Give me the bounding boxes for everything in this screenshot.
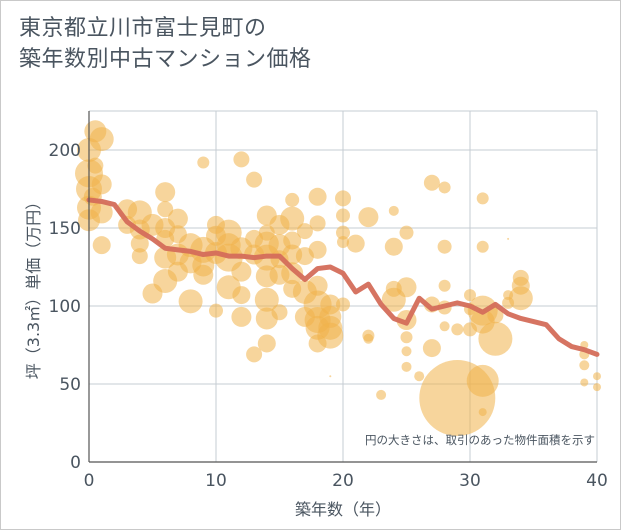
data-bubble	[399, 225, 414, 240]
data-bubble	[593, 372, 601, 381]
data-bubble	[336, 297, 350, 312]
data-bubble	[476, 192, 489, 205]
x-tick-label: 40	[586, 471, 608, 491]
data-bubble	[307, 275, 328, 296]
data-bubble	[167, 208, 188, 229]
data-bubble	[376, 389, 387, 400]
data-bubble	[296, 223, 313, 240]
data-bubble	[209, 303, 223, 318]
data-bubble	[254, 287, 279, 312]
data-bubble	[317, 322, 344, 349]
data-bubble	[89, 127, 114, 152]
data-bubble	[346, 234, 365, 253]
bubble-size-note: 円の大きさは、取引のあった物件面積を示す	[365, 433, 595, 447]
data-bubble	[87, 157, 104, 174]
data-bubble	[308, 240, 327, 259]
data-bubble	[329, 375, 332, 378]
data-bubble	[507, 237, 510, 240]
data-bubble	[231, 306, 252, 327]
data-bubble	[142, 283, 163, 304]
data-bubble	[90, 201, 113, 224]
data-bubble	[439, 321, 450, 332]
data-bubble	[281, 262, 304, 285]
data-bubble	[388, 205, 399, 216]
data-bubble	[246, 171, 263, 188]
data-bubble	[476, 240, 489, 253]
data-bubble	[130, 234, 149, 253]
y-axis-title: 坪（3.3㎡）単価（万円）	[24, 194, 43, 379]
data-bubble	[178, 289, 203, 314]
y-tick-label: 150	[49, 219, 81, 239]
data-bubble	[401, 361, 412, 372]
data-bubble	[438, 181, 451, 194]
data-bubble	[92, 236, 111, 255]
data-bubble	[508, 286, 533, 311]
data-bubble	[337, 236, 349, 249]
data-bubble	[423, 174, 440, 191]
data-bubble	[280, 206, 305, 231]
data-bubble	[233, 151, 250, 168]
data-bubble	[157, 201, 174, 218]
data-bubble	[358, 207, 379, 228]
data-bubble	[579, 360, 590, 371]
data-bubble	[308, 187, 327, 206]
y-tick-label: 0	[70, 453, 81, 473]
y-tick-label: 50	[59, 375, 81, 395]
data-bubble	[285, 192, 300, 207]
data-bubble	[257, 334, 276, 353]
data-bubble	[193, 264, 214, 285]
data-bubble	[131, 248, 148, 265]
data-bubble	[478, 408, 487, 417]
y-tick-label: 100	[49, 297, 81, 317]
x-tick-label: 10	[205, 471, 227, 491]
data-bubble	[231, 261, 252, 282]
data-bubble	[197, 156, 210, 169]
data-bubble	[464, 289, 476, 302]
data-bubble	[336, 225, 350, 240]
data-bubble	[487, 307, 504, 324]
data-bubble	[437, 239, 452, 254]
data-bubble	[400, 331, 413, 344]
data-bubble	[283, 231, 302, 250]
data-bubble	[580, 378, 589, 387]
data-bubble	[478, 321, 513, 356]
data-bubble	[335, 190, 351, 207]
data-bubble	[232, 286, 251, 305]
x-tick-label: 20	[332, 471, 354, 491]
data-bubble	[309, 215, 326, 232]
data-bubble	[414, 371, 425, 382]
data-bubble	[593, 383, 601, 392]
x-axis-title: 築年数（年）	[295, 500, 391, 519]
data-bubble	[246, 346, 263, 363]
data-bubble	[451, 323, 464, 336]
data-bubble	[466, 364, 499, 397]
x-tick-label: 30	[459, 471, 481, 491]
x-tick-label: 0	[84, 471, 95, 491]
data-bubble	[363, 333, 374, 344]
data-bubble	[401, 346, 412, 357]
data-bubble	[155, 182, 176, 203]
data-bubble	[271, 304, 288, 321]
data-bubble	[384, 237, 403, 256]
data-bubble	[438, 279, 451, 292]
data-bubble	[336, 208, 350, 223]
data-bubble	[396, 277, 417, 298]
y-tick-label: 200	[49, 141, 81, 161]
average-price-line	[86, 197, 600, 357]
chart-title: 東京都立川市富士見町の 築年数別中古マンション価格	[19, 16, 312, 72]
data-bubble	[422, 339, 441, 358]
